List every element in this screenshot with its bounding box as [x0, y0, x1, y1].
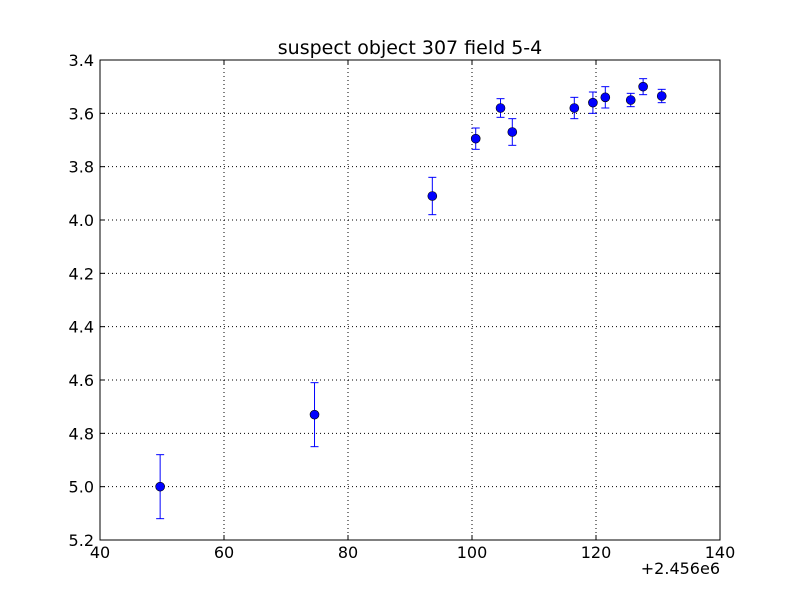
data-point — [155, 481, 165, 492]
data-point — [309, 409, 320, 420]
data-point — [470, 133, 481, 144]
data-point — [588, 97, 598, 108]
x-tick-label: 100 — [457, 543, 488, 562]
x-tick-label: 140 — [705, 543, 736, 562]
x-tick-label: 60 — [214, 543, 234, 562]
data-point — [625, 95, 636, 105]
x-tick-label: 120 — [581, 543, 612, 562]
data-point — [638, 81, 648, 92]
axis-ticks: 40 60 80 100 120 140 3.4 3.6 3.8 4.0 4.2 4.4 4.6 4.8 5… — [69, 51, 736, 562]
y-tick-label: 3.4 — [69, 51, 94, 70]
y-tick-label: 4.8 — [69, 424, 94, 443]
y-tick-label: 4.2 — [69, 264, 94, 283]
y-tick-label: 3.6 — [69, 104, 94, 123]
data-point — [427, 191, 438, 201]
data-point — [495, 103, 506, 113]
y-tick-label: 4.6 — [69, 371, 94, 390]
x-tick-label: 80 — [338, 543, 358, 562]
chart-title: suspect object 307 field 5-4 — [278, 37, 543, 59]
data-point — [656, 91, 667, 101]
data-point — [507, 127, 518, 137]
data-point — [569, 103, 580, 113]
data-point — [600, 92, 611, 103]
x-axis-offset-label: +2.456e6 — [641, 559, 720, 578]
x-tick-label: 40 — [90, 543, 110, 562]
y-tick-label: 4.4 — [69, 318, 94, 337]
data-series — [155, 78, 667, 520]
plot-frame — [99, 59, 721, 541]
y-tick-label: 5.0 — [69, 478, 94, 497]
y-tick-label: 4.0 — [69, 211, 94, 230]
y-tick-label: 3.8 — [69, 158, 94, 177]
y-tick-label: 5.2 — [69, 531, 94, 550]
